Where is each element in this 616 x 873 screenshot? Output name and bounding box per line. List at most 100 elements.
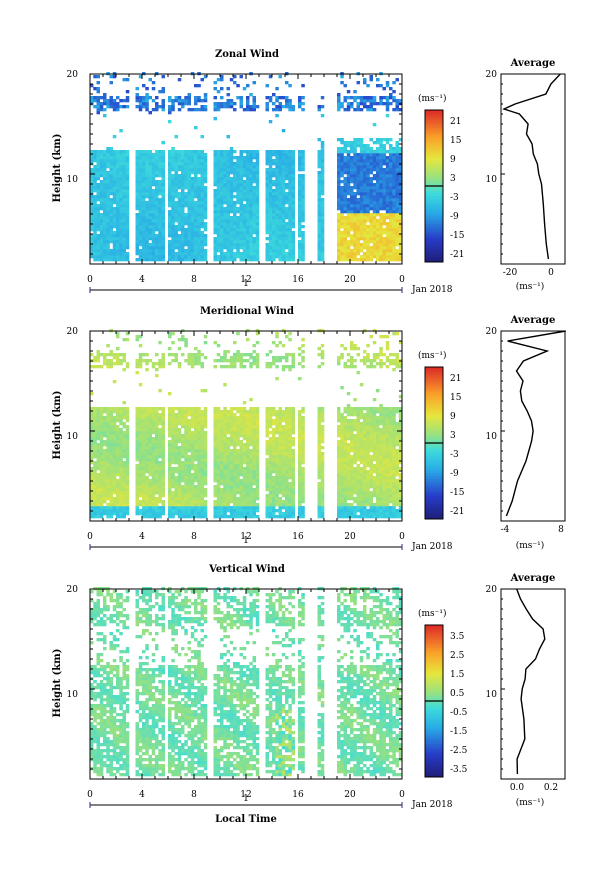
heatmap-cell bbox=[109, 434, 113, 438]
heatmap-cell bbox=[220, 515, 224, 519]
heatmap-cell bbox=[112, 219, 117, 223]
heatmap-cell bbox=[155, 512, 159, 516]
heatmap-cell bbox=[138, 500, 143, 504]
heatmap-cell bbox=[200, 258, 204, 262]
heatmap-cell bbox=[125, 168, 130, 172]
heatmap-cell bbox=[109, 455, 113, 459]
heatmap-cell bbox=[96, 365, 100, 369]
heatmap-cell bbox=[223, 383, 227, 387]
heatmap-cell bbox=[122, 413, 126, 417]
heatmap-cell bbox=[236, 255, 240, 259]
heatmap-cell bbox=[155, 515, 159, 519]
heatmap-cell bbox=[233, 234, 237, 238]
heatmap-cell bbox=[220, 419, 224, 423]
heatmap-cell bbox=[148, 431, 152, 435]
heatmap-cell bbox=[119, 467, 123, 471]
heatmap-cell bbox=[220, 491, 224, 495]
heatmap-cell bbox=[145, 183, 149, 187]
heatmap-cell bbox=[285, 210, 289, 214]
heatmap-cell bbox=[90, 177, 94, 181]
heatmap-cell bbox=[187, 189, 191, 193]
heatmap-cell bbox=[168, 240, 172, 244]
heatmap-cell bbox=[106, 210, 110, 214]
heatmap-cell bbox=[369, 78, 373, 82]
heatmap-cell bbox=[359, 219, 364, 223]
heatmap-cell bbox=[197, 231, 201, 235]
heatmap-cell bbox=[158, 482, 162, 486]
heatmap-cell bbox=[246, 189, 250, 193]
heatmap-cell bbox=[229, 237, 234, 241]
heatmap-cell bbox=[346, 189, 351, 193]
heatmap-cell bbox=[223, 434, 227, 438]
heatmap-cell bbox=[151, 240, 156, 244]
profile-x-tick-0: -20 bbox=[503, 268, 518, 278]
heatmap-cell bbox=[220, 180, 224, 184]
heatmap-cell bbox=[252, 249, 256, 253]
heatmap-cell bbox=[151, 237, 156, 241]
heatmap-cell bbox=[356, 222, 360, 226]
heatmap-cell bbox=[389, 153, 393, 157]
heatmap-cell bbox=[200, 216, 204, 220]
heatmap-cell bbox=[366, 255, 370, 259]
heatmap-cell bbox=[246, 198, 250, 202]
heatmap-cell bbox=[171, 105, 175, 109]
heatmap-cell bbox=[301, 246, 305, 250]
heatmap-cell bbox=[340, 222, 344, 226]
heatmap-cell bbox=[252, 174, 256, 178]
heatmap-cell bbox=[278, 108, 282, 112]
heatmap-cell bbox=[125, 338, 130, 342]
heatmap-cell bbox=[155, 96, 159, 100]
heatmap-cell bbox=[239, 183, 243, 187]
heatmap-cell bbox=[216, 503, 221, 507]
heatmap-cell bbox=[337, 216, 341, 220]
heatmap-cell bbox=[337, 219, 341, 223]
heatmap-cell bbox=[96, 213, 100, 217]
heatmap-cell bbox=[379, 222, 383, 226]
heatmap-cell bbox=[392, 192, 396, 196]
heatmap-cell bbox=[148, 494, 152, 498]
heatmap-cell bbox=[233, 210, 237, 214]
heatmap-cell bbox=[398, 255, 403, 259]
heatmap-cell bbox=[190, 422, 195, 426]
heatmap-cell bbox=[216, 497, 221, 501]
heatmap-cell bbox=[346, 213, 351, 217]
heatmap-cell bbox=[119, 470, 123, 474]
heatmap-cell bbox=[249, 216, 253, 220]
heatmap-cell bbox=[116, 159, 120, 163]
heatmap-cell bbox=[138, 353, 143, 357]
heatmap-cell bbox=[106, 476, 110, 480]
heatmap-cell bbox=[122, 464, 126, 468]
heatmap-cell bbox=[252, 207, 256, 211]
heatmap-cell bbox=[122, 506, 126, 510]
date-label: Jan 2018 bbox=[411, 285, 453, 295]
heatmap-cell bbox=[285, 186, 289, 190]
heatmap-cell bbox=[99, 437, 104, 441]
heatmap-cell bbox=[255, 246, 260, 250]
heatmap-cell bbox=[398, 210, 403, 214]
heatmap-cell bbox=[239, 222, 243, 226]
heatmap-cell bbox=[161, 150, 165, 154]
heatmap-cell bbox=[194, 174, 198, 178]
heatmap-cell bbox=[119, 162, 123, 166]
heatmap-cell bbox=[96, 353, 100, 357]
x-tick-20: 20 bbox=[344, 790, 356, 800]
heatmap-cell bbox=[340, 231, 344, 235]
heatmap-cell bbox=[281, 165, 286, 169]
heatmap-cell bbox=[385, 231, 390, 235]
heatmap-cell bbox=[119, 258, 123, 262]
heatmap-cell bbox=[119, 204, 123, 208]
heatmap-cell bbox=[288, 201, 292, 205]
heatmap-cell bbox=[145, 246, 149, 250]
heatmap-cell bbox=[122, 455, 126, 459]
heatmap-cell bbox=[184, 156, 188, 160]
heatmap-cell bbox=[90, 99, 94, 103]
heatmap-cell bbox=[359, 159, 364, 163]
heatmap-cell bbox=[161, 198, 165, 202]
heatmap-cell bbox=[145, 162, 149, 166]
heatmap-cell bbox=[249, 234, 253, 238]
heatmap-cell bbox=[142, 258, 146, 262]
heatmap-cell bbox=[125, 192, 130, 196]
heatmap-cell bbox=[171, 150, 175, 154]
heatmap-cell bbox=[142, 473, 146, 477]
heatmap-cell bbox=[203, 440, 208, 444]
